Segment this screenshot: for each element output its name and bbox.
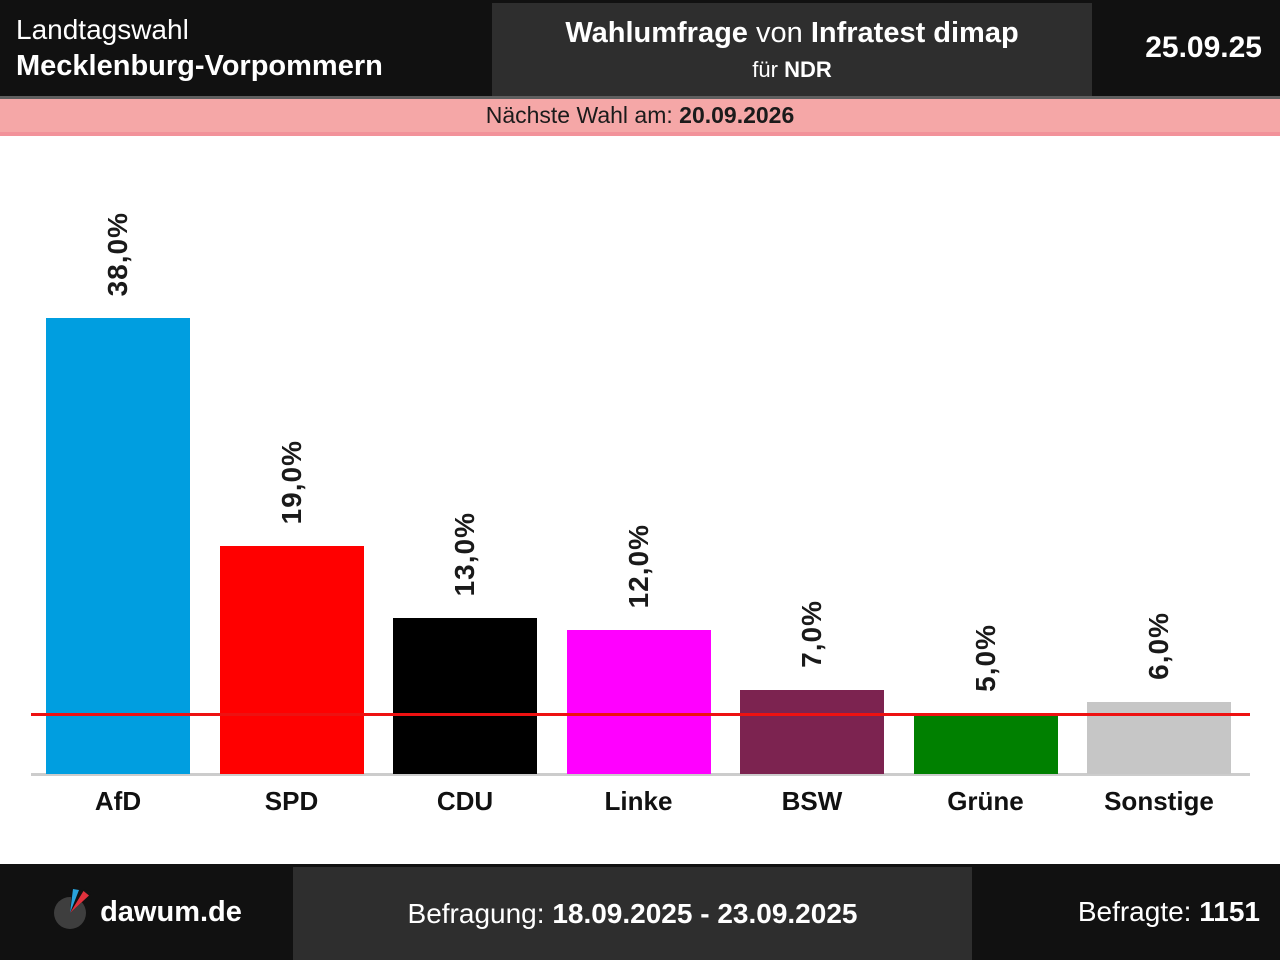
bar-value-bsw: 7,0% bbox=[796, 600, 827, 668]
bar-group-afd: 38,0% AfD bbox=[46, 136, 190, 816]
survey-period-text: Befragung: 18.09.2025 - 23.09.2025 bbox=[408, 898, 858, 930]
brand-name: dawum.de bbox=[100, 895, 242, 928]
survey-for-word: für bbox=[752, 56, 778, 82]
next-election-label: Nächste Wahl am: bbox=[485, 102, 673, 128]
bar-group-gruene: 5,0% Grüne bbox=[913, 136, 1058, 816]
bar-group-sonstige: 6,0% Sonstige bbox=[1087, 136, 1231, 816]
survey-word: Wahlumfrage bbox=[565, 16, 748, 49]
bar-label-spd: SPD bbox=[264, 786, 319, 816]
bar-value-linke: 12,0% bbox=[622, 523, 654, 608]
survey-period-panel: Befragung: 18.09.2025 - 23.09.2025 bbox=[293, 867, 972, 960]
bar-linke bbox=[566, 630, 711, 774]
respondents-count: 1151 bbox=[1199, 896, 1260, 927]
publish-date: 25.09.25 bbox=[1145, 31, 1262, 64]
threshold-line bbox=[31, 713, 1250, 716]
bar-value-sonstige: 6,0% bbox=[1143, 612, 1174, 680]
bar-afd bbox=[46, 318, 190, 774]
bar-label-sonstige: Sonstige bbox=[1104, 786, 1214, 816]
bar-value-cdu: 13,0% bbox=[449, 511, 480, 596]
bar-label-afd: AfD bbox=[94, 786, 142, 816]
survey-client-line: für NDR bbox=[752, 57, 831, 83]
survey-period-label: Befragung: bbox=[407, 897, 545, 929]
bar-gruene bbox=[913, 714, 1058, 774]
bar-bsw bbox=[740, 690, 884, 774]
next-election-text: Nächste Wahl am: 20.09.2026 bbox=[486, 102, 795, 129]
dawum-pie-icon bbox=[51, 885, 94, 936]
bar-group-bsw: 7,0% BSW bbox=[740, 136, 884, 816]
election-type: Landtagswahl bbox=[16, 14, 189, 45]
respondents-label: Befragte: bbox=[1077, 896, 1192, 927]
next-election-date: 20.09.2026 bbox=[679, 102, 795, 128]
bar-group-linke: 12,0% Linke bbox=[566, 136, 711, 816]
survey-period-value: 18.09.2025 - 23.09.2025 bbox=[552, 897, 858, 929]
poll-bar-chart: 38,0% AfD 19,0% SPD 13,0% CDU 12,0% Linke 7,0% BS… bbox=[0, 136, 1280, 864]
bar-label-gruene: Grüne bbox=[947, 786, 1024, 816]
bar-label-bsw: BSW bbox=[781, 786, 843, 816]
election-region: Mecklenburg-Vorpommern bbox=[16, 50, 383, 82]
survey-source-panel: Wahlumfrage von Infratest dimap für NDR bbox=[492, 3, 1092, 96]
bar-label-cdu: CDU bbox=[436, 786, 494, 816]
survey-connector: von bbox=[755, 16, 803, 49]
survey-source-line: Wahlumfrage von Infratest dimap bbox=[565, 17, 1018, 50]
next-election-banner: Nächste Wahl am: 20.09.2026 bbox=[0, 96, 1280, 136]
x-axis-line bbox=[31, 773, 1250, 776]
respondents: Befragte: 1151 bbox=[1078, 864, 1260, 960]
bar-group-cdu: 13,0% CDU bbox=[393, 136, 537, 816]
bar-value-spd: 19,0% bbox=[275, 439, 307, 524]
bar-label-linke: Linke bbox=[604, 786, 673, 816]
bar-spd bbox=[219, 546, 364, 774]
survey-client: NDR bbox=[784, 56, 832, 82]
footer-bar: dawum.de Befragung: 18.09.2025 - 23.09.2… bbox=[0, 864, 1280, 960]
bar-cdu bbox=[393, 618, 537, 774]
bar-group-spd: 19,0% SPD bbox=[219, 136, 364, 816]
bar-value-afd: 38,0% bbox=[102, 211, 133, 296]
survey-institute: Infratest dimap bbox=[810, 16, 1019, 49]
respondents-text: Befragte: 1151 bbox=[1078, 896, 1260, 928]
bar-value-gruene: 5,0% bbox=[969, 624, 1001, 692]
header-bar: Landtagswahl Mecklenburg-Vorpommern Wahl… bbox=[0, 0, 1280, 96]
election-title: Landtagswahl Mecklenburg-Vorpommern bbox=[16, 11, 383, 85]
dawum-logo: dawum.de bbox=[0, 864, 293, 960]
